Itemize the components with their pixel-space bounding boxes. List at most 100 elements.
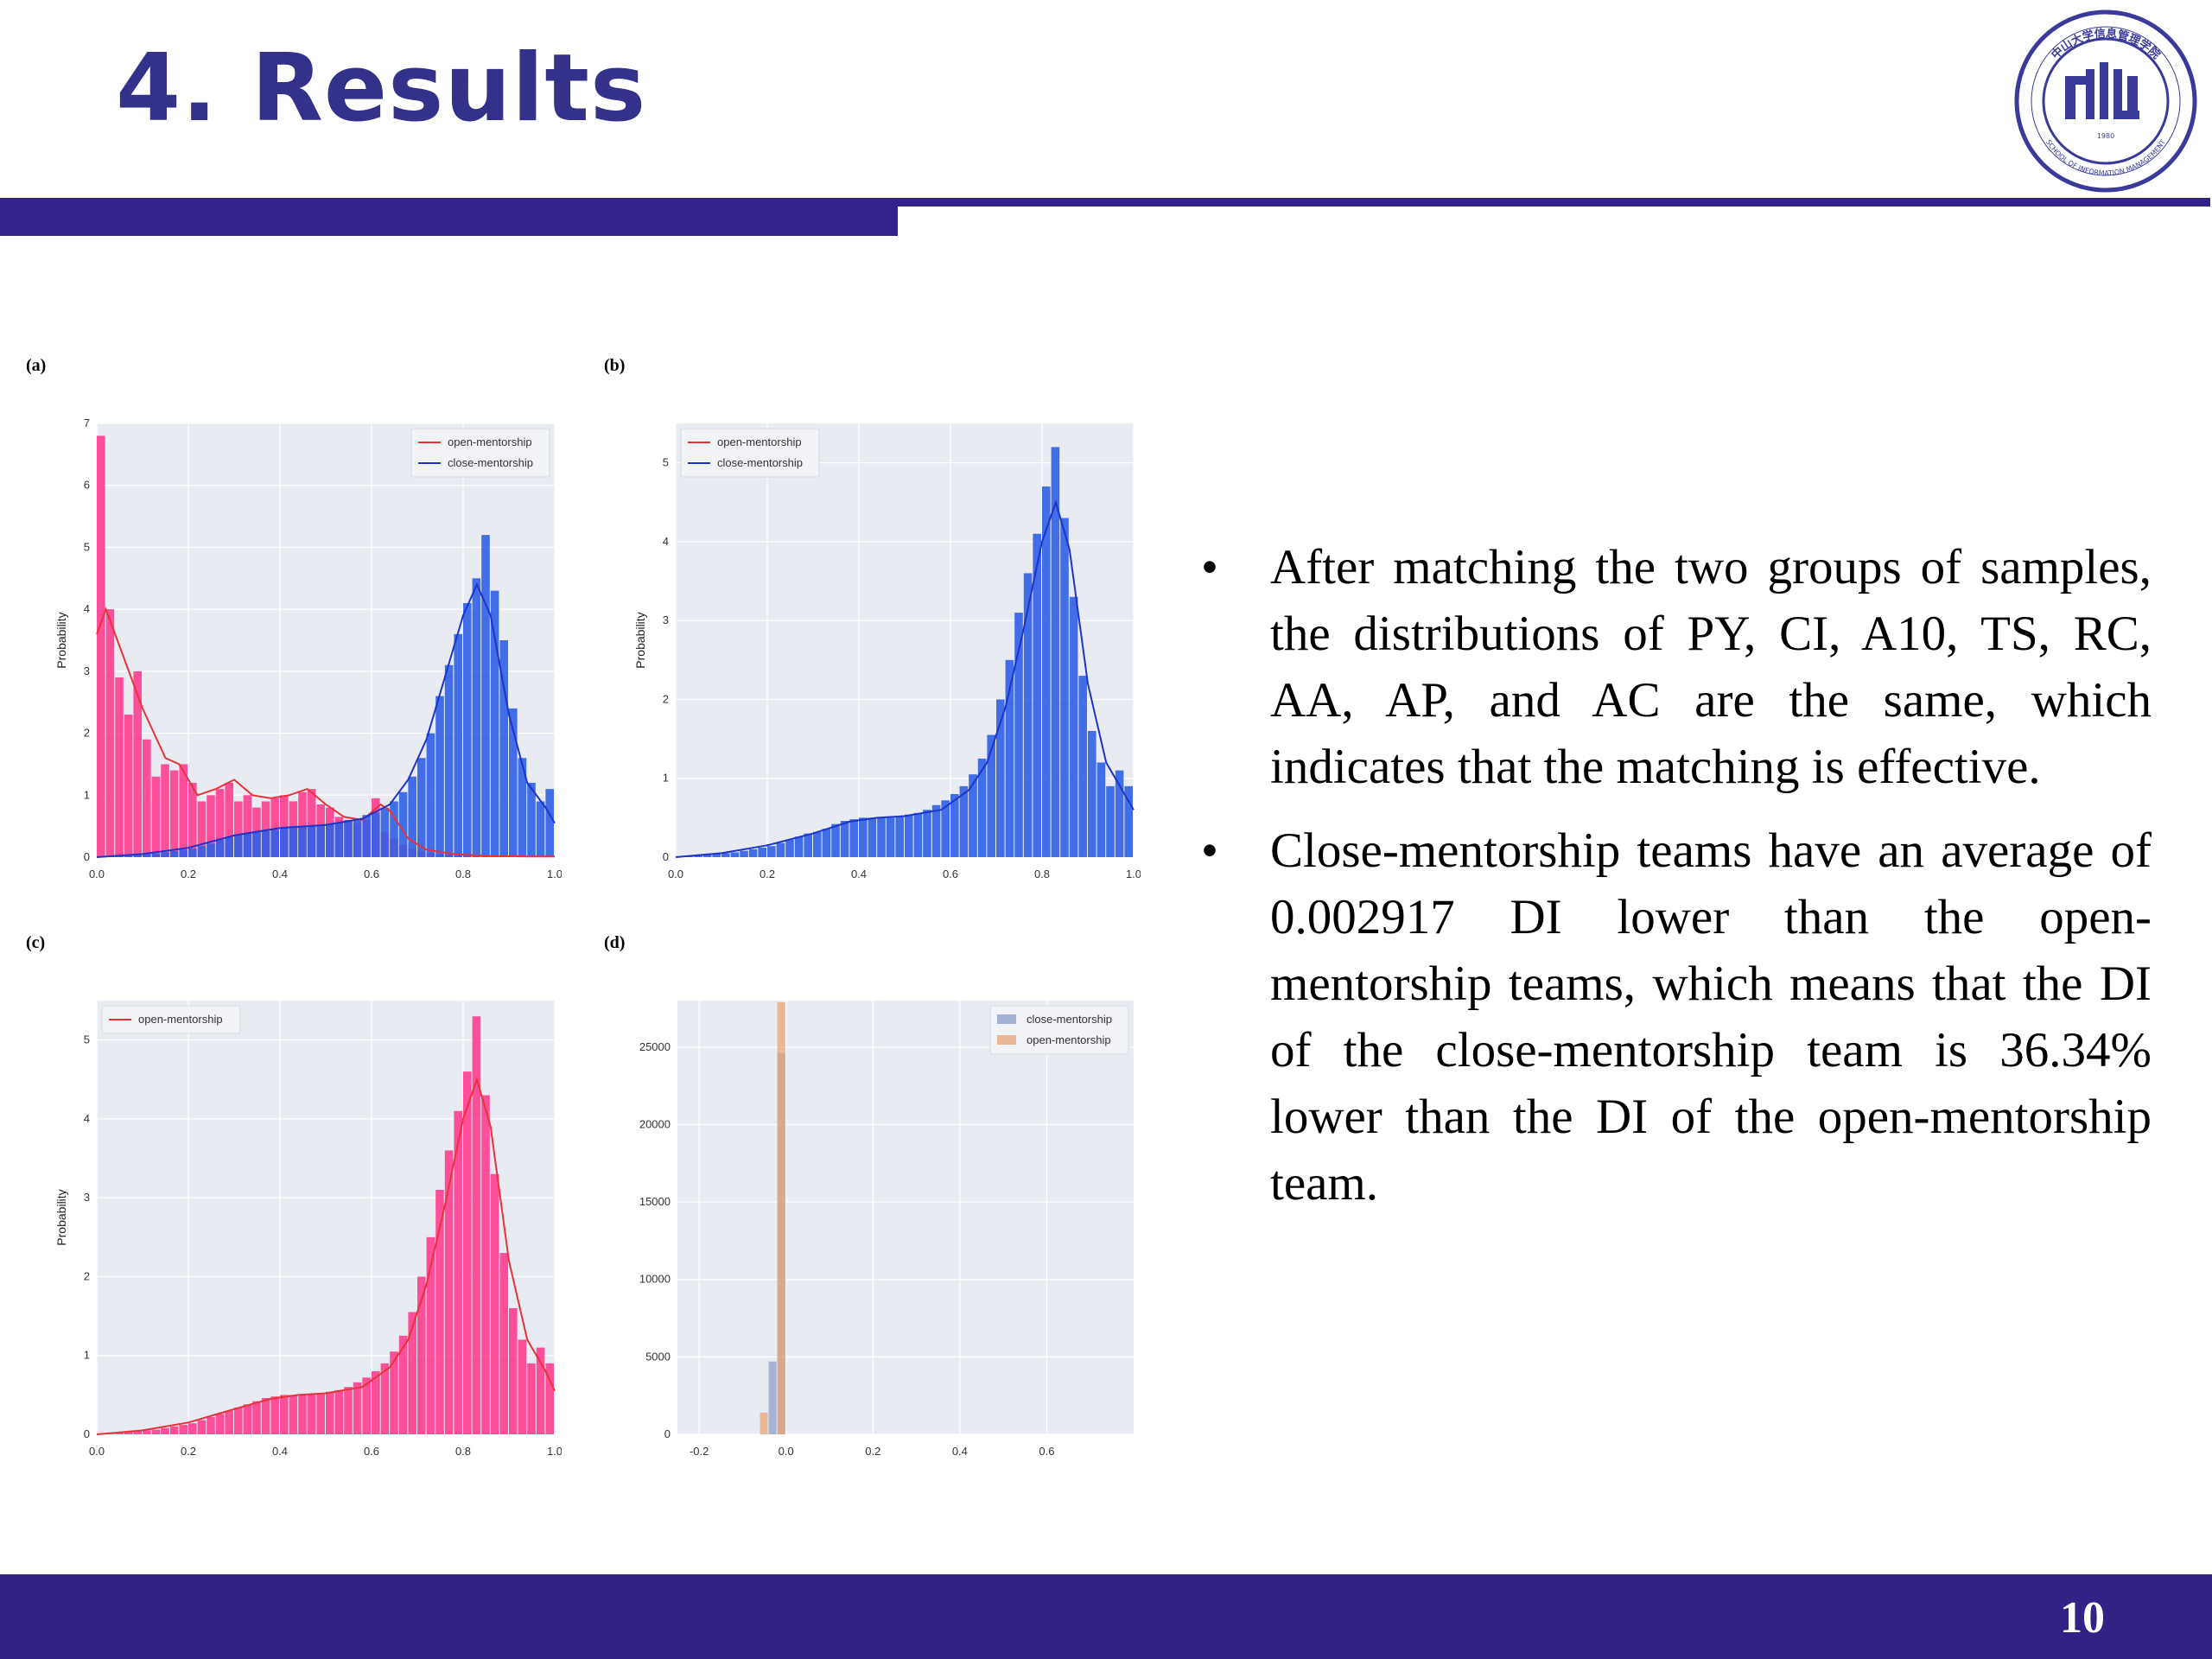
close-mentorship-bar [518, 758, 527, 857]
close-mentorship-bar [344, 821, 353, 857]
chart-c: 0.0 0.2 0.4 0.6 0.8 1.0 0 1 2 3 4 5 Probability open-… [54, 1001, 562, 1458]
close-mentorship-bar [813, 831, 822, 857]
close-mentorship-bar [417, 758, 426, 857]
close-mentorship-bar [794, 836, 804, 857]
close-mentorship-bar [822, 829, 831, 857]
close-mentorship-bar [768, 1361, 777, 1434]
open-mentorship-bar [390, 1351, 398, 1434]
x-tick-label: 0.2 [760, 868, 775, 880]
open-mentorship-bar [225, 782, 233, 857]
close-mentorship-bar [188, 848, 197, 857]
close-mentorship-bar [426, 733, 435, 857]
bullet-item: • After matching the two groups of sample… [1201, 534, 2152, 800]
close-mentorship-bar [472, 578, 481, 857]
close-mentorship-bar [702, 855, 712, 857]
open-mentorship-bar [151, 776, 161, 857]
y-tick-label: 7 [84, 416, 90, 429]
chart-d: -0.2 0.0 0.2 0.4 0.6 0 5000 10000 15000 20000 2500… [639, 1001, 1134, 1458]
close-mentorship-bar [380, 807, 390, 857]
panel-label-a: (a) [26, 356, 47, 375]
x-tick-label: 0.0 [668, 868, 683, 880]
close-mentorship-bar [536, 801, 545, 857]
open-mentorship-bar [261, 801, 270, 857]
open-mentorship-bar [545, 1363, 554, 1434]
panel-label-c: (c) [26, 933, 46, 952]
close-mentorship-bar [1115, 770, 1124, 857]
open-mentorship-bar [243, 1404, 252, 1434]
close-mentorship-bar [169, 850, 179, 857]
close-mentorship-bar [298, 826, 307, 857]
open-mentorship-bar [490, 1173, 499, 1434]
close-mentorship-bar [977, 758, 987, 857]
y-tick-label: 3 [84, 664, 90, 677]
open-mentorship-bar [398, 1335, 408, 1434]
x-tick-label: 0.4 [272, 1445, 288, 1458]
y-tick-label: 1 [84, 788, 90, 801]
open-mentorship-kde-line [96, 607, 555, 858]
open-mentorship-bar [234, 801, 243, 857]
close-mentorship-bar [124, 855, 133, 857]
university-logo: 1980 中山大学信息管理学院 SCHOOL OF INFORMATION MA… [2014, 10, 2197, 193]
y-tick-label: 10000 [639, 1273, 671, 1286]
x-tick-label: 1.0 [547, 1445, 562, 1458]
close-mentorship-bar [398, 791, 408, 857]
header-rule-accent [0, 201, 898, 236]
y-axis-label: Probability [54, 1189, 68, 1245]
open-mentorship-bar [197, 1420, 207, 1434]
close-mentorship-bar [444, 664, 454, 857]
open-mentorship-bar [151, 1429, 161, 1434]
close-mentorship-bar [463, 602, 472, 857]
close-mentorship-bar [1023, 573, 1033, 857]
close-mentorship-bar [804, 833, 812, 857]
y-tick-label: 5 [663, 456, 669, 469]
close-mentorship-bar [913, 812, 923, 857]
legend-box [680, 428, 820, 478]
panel-label-d: (d) [604, 933, 626, 952]
close-mentorship-bar [115, 855, 124, 857]
open-mentorship-bar [169, 1426, 179, 1434]
close-mentorship-bar [950, 793, 959, 857]
close-mentorship-bar [859, 817, 868, 857]
open-mentorship-bar [115, 677, 124, 857]
open-mentorship-bar [143, 1430, 151, 1434]
open-mentorship-bar [444, 1150, 454, 1434]
x-tick-label: 0.2 [181, 1445, 196, 1458]
open-mentorship-bar [353, 1382, 362, 1434]
close-mentorship-bar [372, 812, 380, 857]
legend-swatch [997, 1035, 1016, 1045]
panel-label-b: (b) [604, 356, 626, 375]
close-mentorship-bar [326, 823, 334, 857]
x-tick-label: 0.6 [1039, 1445, 1054, 1458]
close-mentorship-bar [996, 699, 1005, 857]
close-mentorship-bar [252, 832, 261, 857]
open-mentorship-bar [169, 770, 179, 857]
close-mentorship-bar [868, 817, 877, 857]
svg-text:1980: 1980 [2097, 132, 2114, 140]
close-mentorship-bar [831, 823, 840, 857]
open-mentorship-bar [270, 1396, 279, 1434]
open-mentorship-bar [261, 1398, 270, 1434]
close-mentorship-bar [151, 853, 161, 857]
legend-label: close-mentorship [717, 456, 803, 469]
open-mentorship-bar [179, 1425, 188, 1434]
y-tick-label: 20000 [639, 1117, 671, 1130]
y-axis-label: Probability [54, 612, 68, 668]
open-mentorship-bar [289, 1395, 298, 1434]
close-mentorship-bar [307, 826, 316, 857]
chart-b: 0.0 0.2 0.4 0.6 0.8 1.0 0 1 2 3 4 5 Probability open-… [633, 423, 1141, 880]
open-mentorship-bar [234, 1407, 243, 1434]
x-tick-label: 0.0 [779, 1445, 794, 1458]
close-mentorship-bar [435, 696, 444, 857]
close-mentorship-bar [886, 817, 895, 857]
close-mentorship-bar [545, 789, 554, 857]
close-mentorship-bar [776, 842, 785, 857]
x-tick-label: 0.8 [1034, 868, 1050, 880]
open-mentorship-bar [344, 1387, 353, 1434]
close-mentorship-bar [499, 640, 508, 857]
plot-background [677, 1001, 1134, 1434]
close-mentorship-bar [1014, 613, 1023, 857]
close-mentorship-bar [840, 821, 849, 857]
close-mentorship-bar [509, 708, 518, 857]
bullet-text: After matching the two groups of samples… [1270, 540, 2152, 794]
open-mentorship-bar [298, 1395, 307, 1434]
